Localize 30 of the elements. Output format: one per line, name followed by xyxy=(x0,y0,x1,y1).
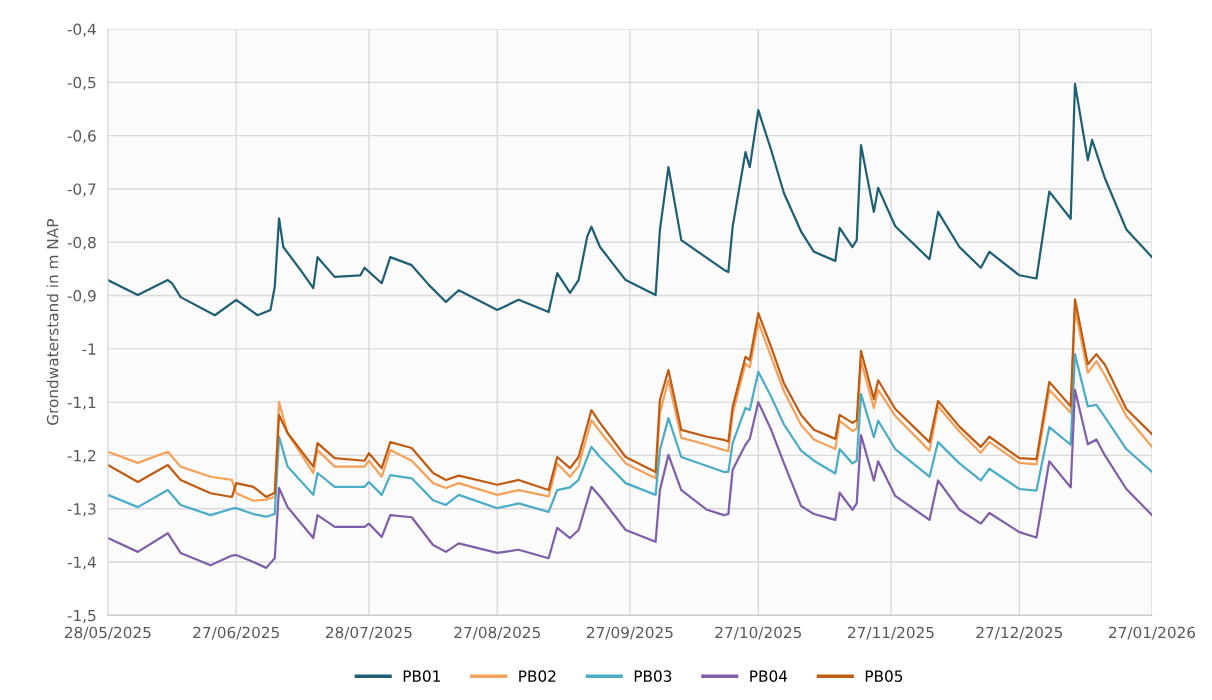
y-tick-label: -1,5 xyxy=(67,609,96,623)
y-tick-label: -1 xyxy=(82,343,96,355)
y-tick-label: -1,3 xyxy=(67,503,96,517)
legend-label: PB01 xyxy=(403,670,440,682)
y-tick-label: -0,9 xyxy=(67,289,96,304)
x-tick-label: 27/12/2025 xyxy=(976,626,1063,640)
y-tick-label: -0,5 xyxy=(67,76,96,90)
line-series xyxy=(107,82,1153,317)
x-tick-label: 27/09/2025 xyxy=(587,626,673,640)
y-tick-label: -1,4 xyxy=(67,556,96,570)
legend-label: PB05 xyxy=(865,670,903,682)
x-tick-label: 28/05/2025 xyxy=(64,626,151,640)
x-tick-label: 27/10/2025 xyxy=(715,626,802,640)
y-tick-label: -1,2 xyxy=(67,449,96,463)
x-tick-label: 27/08/2025 xyxy=(454,626,540,640)
x-tick-label: 27/06/2025 xyxy=(193,626,279,640)
legend-label: PB03 xyxy=(634,670,672,682)
y-tick-label: -1,1 xyxy=(67,396,96,410)
y-axis-title: Grondwaterstand in m NAP xyxy=(46,219,59,425)
line-series xyxy=(107,388,1153,569)
y-tick-label: -0,6 xyxy=(67,130,96,144)
legend-label: PB02 xyxy=(519,670,556,682)
x-tick-label: 28/07/2025 xyxy=(325,626,412,640)
y-tick-label: -0,4 xyxy=(67,23,96,37)
legend-label: PB04 xyxy=(750,670,788,682)
x-tick-label: 27/11/2025 xyxy=(848,626,934,640)
x-tick-label: 27/01/2026 xyxy=(1109,626,1196,640)
y-tick-label: -0,7 xyxy=(67,183,96,197)
y-tick-label: -0,8 xyxy=(67,236,96,250)
line-series xyxy=(107,353,1153,518)
